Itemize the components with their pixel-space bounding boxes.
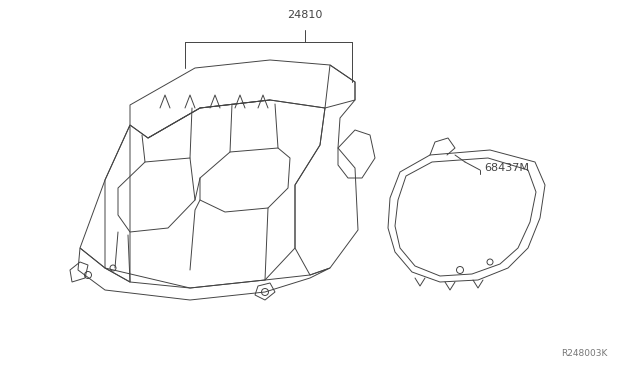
- Text: 24810: 24810: [287, 10, 323, 20]
- Text: R248003K: R248003K: [562, 349, 608, 358]
- Text: 68437M: 68437M: [484, 163, 529, 173]
